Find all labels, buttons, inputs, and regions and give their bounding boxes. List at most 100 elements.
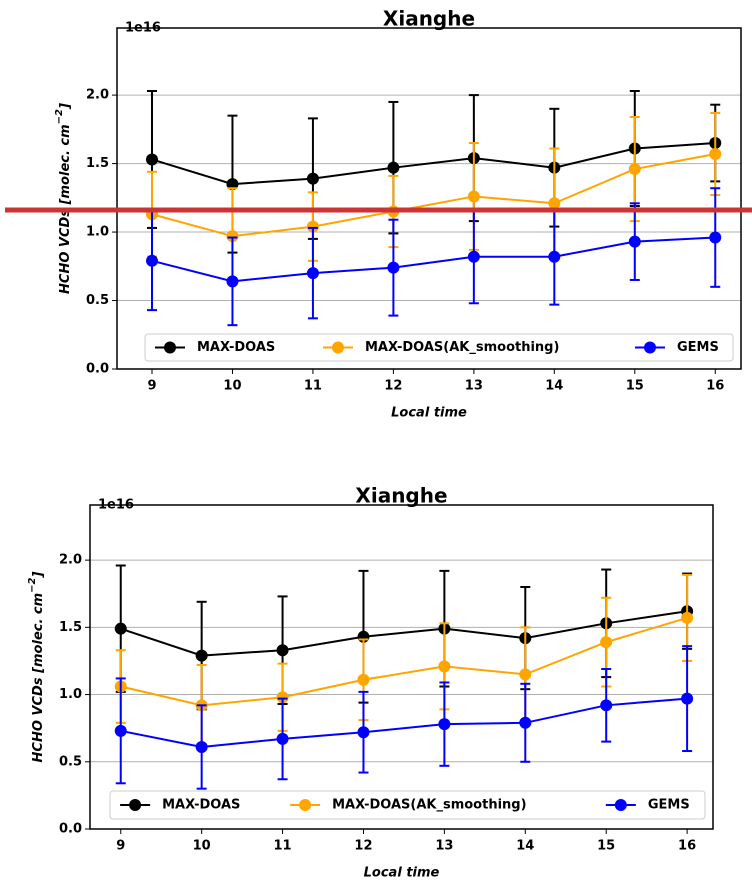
legend-label: MAX-DOAS(AK_smoothing) xyxy=(365,340,559,355)
data-point xyxy=(438,660,451,673)
legend-label: MAX-DOAS xyxy=(197,340,275,355)
data-point xyxy=(681,692,694,705)
series-line xyxy=(151,142,716,186)
series xyxy=(146,187,722,327)
series-line xyxy=(120,610,688,657)
legend-marker xyxy=(164,341,176,354)
y-tick-label: 0.0 xyxy=(86,362,109,377)
chart-title: Xianghe xyxy=(383,7,475,31)
x-tick-label: 16 xyxy=(706,379,724,394)
legend-label: MAX-DOAS(AK_smoothing) xyxy=(332,798,526,813)
data-point xyxy=(600,699,613,712)
data-point xyxy=(226,230,239,243)
data-point xyxy=(709,231,722,244)
data-point xyxy=(146,254,159,267)
data-point xyxy=(306,220,319,233)
legend-marker xyxy=(299,799,312,811)
legend-marker xyxy=(129,799,142,811)
data-point xyxy=(628,235,641,248)
plot-frame xyxy=(116,27,742,370)
data-point xyxy=(628,163,641,176)
x-tick-label: 12 xyxy=(384,379,402,394)
series-line xyxy=(151,153,716,238)
x-tick-label: 13 xyxy=(465,379,483,394)
x-tick-label: 15 xyxy=(626,379,644,394)
data-point xyxy=(226,178,239,191)
series xyxy=(114,645,694,790)
x-tick-label: 10 xyxy=(193,839,211,854)
data-point xyxy=(709,147,722,160)
y-tick-label: 1.5 xyxy=(86,156,109,171)
x-tick-label: 12 xyxy=(354,839,372,854)
data-point xyxy=(114,622,127,635)
x-tick-label: 9 xyxy=(116,839,125,854)
x-tick-label: 16 xyxy=(678,839,696,854)
y-axis-label-sup: −2 xyxy=(27,577,38,592)
data-point xyxy=(387,261,400,274)
series-line xyxy=(120,697,688,749)
y-tick-label: 0.5 xyxy=(86,293,109,308)
x-tick-label: 9 xyxy=(147,379,156,394)
x-tick-label: 11 xyxy=(304,379,322,394)
data-point xyxy=(276,691,289,704)
y-axis-label-end: ] xyxy=(58,103,73,110)
legend: MAX-DOAS MAX-DOAS(AK_smoothing) GEMS xyxy=(144,333,734,362)
data-point xyxy=(519,668,532,681)
legend-box xyxy=(144,333,734,362)
legend-marker xyxy=(644,341,656,354)
data-point xyxy=(357,673,370,686)
y-tick-label: 0.5 xyxy=(59,754,82,769)
plot-area xyxy=(117,28,741,369)
data-point xyxy=(548,197,561,210)
data-point xyxy=(467,250,480,263)
data-point xyxy=(276,644,289,657)
data-point xyxy=(387,161,400,174)
y-axis-label-end: ] xyxy=(31,571,46,578)
y-axis-label: HCHO VCDs [molec. cm−2] xyxy=(54,103,73,294)
data-point xyxy=(519,716,532,729)
x-tick-label: 13 xyxy=(435,839,453,854)
data-point xyxy=(467,190,480,203)
y-axis-label-sup: −2 xyxy=(54,109,65,124)
x-tick-label: 14 xyxy=(516,839,534,854)
data-point xyxy=(357,726,370,739)
legend-marker xyxy=(614,799,627,811)
y-axis-label-text: HCHO VCDs [molec. cm xyxy=(31,593,46,763)
data-point xyxy=(548,250,561,263)
data-point xyxy=(276,732,289,745)
x-tick-label: 10 xyxy=(223,379,241,394)
data-point xyxy=(681,611,694,624)
x-tick-label: 14 xyxy=(545,379,563,394)
data-point xyxy=(195,649,208,662)
y-tick-label: 1.0 xyxy=(59,687,82,702)
legend-marker xyxy=(332,341,344,354)
x-tick-label: 15 xyxy=(597,839,615,854)
plot-frame xyxy=(89,504,714,830)
data-point xyxy=(438,718,451,731)
x-axis-label: Local time xyxy=(391,406,467,421)
y-tick-label: 2.0 xyxy=(59,553,82,568)
legend: MAX-DOAS MAX-DOAS(AK_smoothing) GEMS xyxy=(109,790,706,820)
x-tick-label: 11 xyxy=(274,839,292,854)
data-point xyxy=(226,275,239,288)
series-line xyxy=(151,236,716,283)
data-point xyxy=(114,724,127,737)
y-tick-label: 0.0 xyxy=(59,822,82,837)
y-tick-label: 1.0 xyxy=(86,225,109,240)
chart-title: Xianghe xyxy=(355,484,447,508)
y-tick-label: 1.5 xyxy=(59,620,82,635)
data-point xyxy=(306,172,319,185)
data-point xyxy=(195,740,208,753)
series-line xyxy=(120,616,688,707)
y-tick-label: 2.0 xyxy=(86,88,109,103)
x-axis-label: Local time xyxy=(364,866,440,881)
legend-label: MAX-DOAS xyxy=(162,798,240,813)
data-point xyxy=(306,267,319,280)
plot-area xyxy=(90,505,713,829)
data-point xyxy=(146,153,159,166)
legend-label: GEMS xyxy=(677,340,719,355)
data-point xyxy=(600,636,613,649)
